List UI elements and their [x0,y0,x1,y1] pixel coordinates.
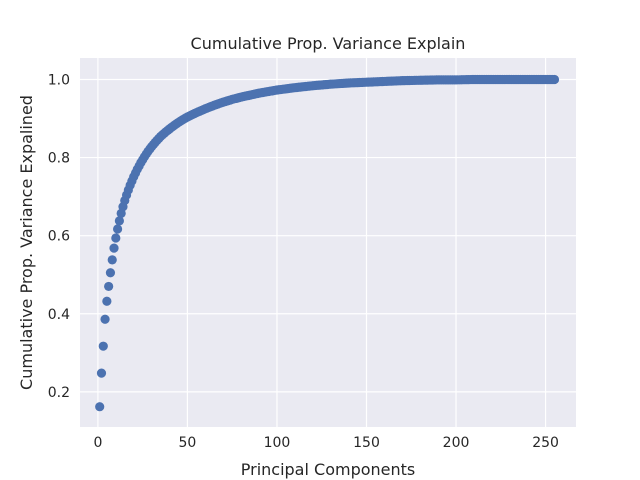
x-tick-label: 100 [264,435,291,451]
y-tick-label: 0.2 [48,385,70,401]
data-point [95,402,105,412]
data-point [114,216,124,226]
data-point [105,268,116,278]
data-point [102,296,112,306]
data-point [113,224,123,234]
x-tick-label: 50 [179,435,197,451]
data-point [100,314,110,324]
y-tick-label: 1.0 [48,72,70,88]
chart-title: Cumulative Prop. Variance Explain [191,34,466,53]
x-tick-label: 0 [93,435,102,451]
y-tick-labels: 0.2 0.4 0.6 0.8 1.0 [48,72,70,400]
data-point [96,368,107,378]
y-axis-title: Cumulative Prop. Variance Expalined [17,95,36,390]
y-tick-label: 0.4 [48,307,70,323]
x-tick-label: 200 [443,435,470,451]
data-point [111,233,121,243]
x-axis-title: Principal Components [241,460,416,479]
points-layer [95,74,560,412]
data-point [104,281,114,292]
data-point [549,74,560,85]
x-tick-labels: 0 50 100 150 200 250 [93,435,558,451]
x-tick-label: 150 [353,435,380,451]
data-point [109,243,119,253]
y-tick-label: 0.8 [48,151,70,167]
plot-background [80,58,576,427]
data-point [107,255,117,265]
x-tick-label: 250 [532,435,559,451]
y-tick-label: 0.6 [48,229,70,245]
data-point [98,341,108,351]
